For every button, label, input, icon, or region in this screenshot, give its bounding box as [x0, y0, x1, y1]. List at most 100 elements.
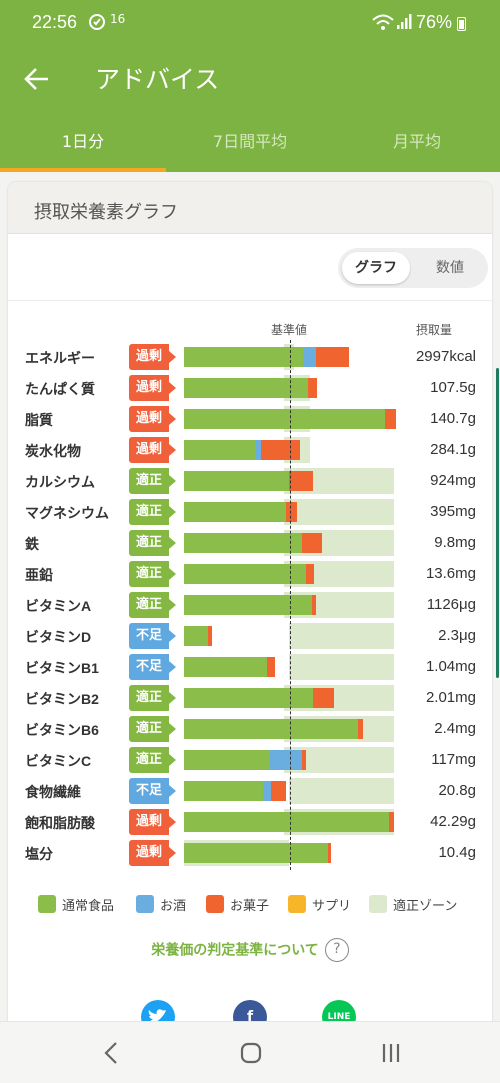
nutrient-name: エネルギー	[25, 350, 95, 366]
legend-label-snack: お菓子	[230, 899, 270, 914]
intake-value: 42.29g	[430, 813, 476, 830]
bar-segment-snack	[313, 688, 334, 708]
nutrient-name: ビタミンB6	[25, 722, 99, 738]
nutrient-name: ビタミンA	[25, 598, 92, 614]
bar-segment-snack	[261, 440, 300, 460]
status-badge: 過剰	[129, 809, 176, 835]
back-arrow-icon[interactable]	[22, 64, 52, 94]
view-toggle: グラフ 数値	[338, 248, 488, 288]
nutrient-name: ビタミンC	[25, 753, 92, 769]
legend-swatch-food	[38, 895, 56, 913]
intake-value: 2.4mg	[434, 720, 476, 737]
intake-value: 107.5g	[430, 379, 476, 396]
status-badge: 過剰	[129, 406, 176, 432]
toggle-graph[interactable]: グラフ	[342, 252, 410, 284]
nutrient-row: 炭水化物 過剰 284.1g	[8, 435, 492, 466]
nutrient-name: ビタミンD	[25, 629, 92, 645]
bar-segment-snack	[308, 378, 317, 398]
bar-segment-alcohol	[263, 781, 271, 801]
wifi-icon	[372, 14, 394, 30]
bar-segment-alcohol	[303, 347, 316, 367]
intake-value: 10.4g	[438, 844, 476, 861]
bar-segment-food	[184, 533, 302, 553]
nutrient-name: 鉄	[25, 536, 39, 552]
status-badge: 過剰	[129, 437, 176, 463]
nutrient-row: 塩分 過剰 10.4g	[8, 838, 492, 869]
appropriate-zone	[289, 623, 394, 649]
bar-segment-food	[184, 564, 306, 584]
status-badge: 適正	[129, 499, 176, 525]
bar-segment-food	[184, 409, 385, 429]
nutrient-name: ビタミンB1	[25, 660, 99, 676]
intake-value: 20.8g	[438, 782, 476, 799]
bar-segment-snack	[316, 347, 349, 367]
status-bar: 22:56 16 76%	[0, 0, 500, 46]
nutrient-row: ビタミンD 不足 2.3μg	[8, 621, 492, 652]
intake-value: 1126μg	[426, 596, 476, 613]
legend-label-supplement: サプリ	[312, 899, 352, 914]
toggle-numbers[interactable]: 数値	[436, 260, 464, 276]
bar-segment-snack	[389, 812, 394, 832]
status-badge: 不足	[129, 778, 176, 804]
nutrient-row: 鉄 適正 9.8mg	[8, 528, 492, 559]
legend-swatch-zone	[369, 895, 387, 913]
app-bar: アドバイス	[0, 46, 500, 116]
nutrient-name: ビタミンB2	[25, 691, 99, 707]
status-badge: 適正	[129, 530, 176, 556]
bar-segment-food	[184, 812, 389, 832]
bar-segment-snack	[358, 719, 363, 739]
bar-segment-snack	[208, 626, 212, 646]
intake-value: 13.6mg	[425, 565, 476, 582]
bar-segment-food	[184, 471, 289, 491]
nutrient-name: 炭水化物	[25, 443, 81, 459]
legend-label-food: 通常食品	[62, 899, 115, 914]
bar-segment-food	[184, 781, 263, 801]
bar-segment-snack	[267, 657, 275, 677]
nutrient-row: 食物繊維 不足 20.8g	[8, 776, 492, 807]
tab-indicator	[0, 168, 166, 172]
card-header: 摂取栄養素グラフ	[8, 182, 492, 234]
nutrient-row: ビタミンB2 適正 2.01mg	[8, 683, 492, 714]
criteria-link[interactable]: 栄養価の判定基準について	[151, 942, 319, 959]
bar-segment-snack	[328, 843, 331, 863]
page-title: アドバイス	[95, 66, 220, 94]
bar-segment-food	[184, 657, 267, 677]
nutrient-name: マグネシウム	[25, 505, 109, 521]
legend-swatch-alcohol	[136, 895, 154, 913]
intake-value: 2.01mg	[425, 689, 476, 706]
appropriate-zone	[289, 778, 394, 804]
nutrient-name: カルシウム	[25, 474, 95, 490]
bar-segment-snack	[302, 533, 322, 553]
reference-line	[290, 340, 291, 870]
nutrient-row: たんぱく質 過剰 107.5g	[8, 373, 492, 404]
tab-one-day[interactable]: 1日分	[61, 132, 105, 151]
nutrient-name: 亜鉛	[25, 567, 53, 583]
status-badge: 適正	[129, 685, 176, 711]
help-icon[interactable]: ?	[324, 938, 349, 962]
tab-seven-day-average[interactable]: 7日間平均	[212, 132, 288, 151]
status-badge: 適正	[129, 561, 176, 587]
intake-value: 924mg	[430, 472, 476, 489]
status-badge: 不足	[129, 623, 176, 649]
bar-segment-snack	[271, 781, 286, 801]
nav-home-icon[interactable]	[231, 1036, 271, 1070]
bar-segment-food	[184, 347, 303, 367]
legend-swatch-snack	[206, 895, 224, 913]
nav-back-icon[interactable]	[92, 1036, 132, 1070]
signal-icon	[397, 14, 412, 29]
nav-recents-icon[interactable]	[371, 1036, 411, 1070]
legend-swatch-supplement	[288, 895, 306, 913]
appropriate-zone	[284, 499, 394, 525]
bar-segment-food	[184, 688, 313, 708]
notification-count: 16	[110, 12, 126, 26]
nutrient-row: カルシウム 適正 924mg	[8, 466, 492, 497]
bar-segment-food	[184, 626, 208, 646]
bar-segment-snack	[312, 595, 316, 615]
bar-segment-snack	[289, 471, 313, 491]
reference-column-header: 基準値	[271, 323, 308, 337]
scrollbar[interactable]	[496, 368, 499, 678]
bar-segment-food	[184, 378, 308, 398]
tab-monthly-average[interactable]: 月平均	[392, 132, 441, 151]
status-badge: 適正	[129, 592, 176, 618]
nutrient-name: 飽和脂肪酸	[25, 815, 95, 831]
